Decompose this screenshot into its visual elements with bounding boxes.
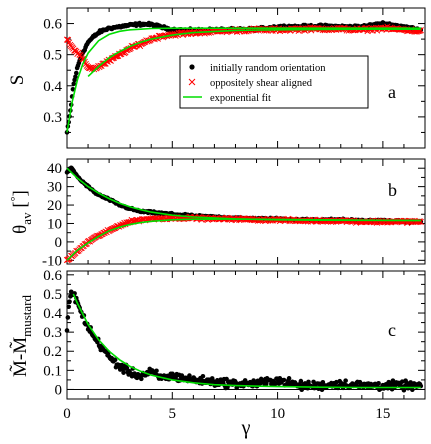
data-point-initially-random-orientation xyxy=(286,376,292,381)
data-point-initially-random-orientation xyxy=(154,368,159,374)
series-line-exponential-fit xyxy=(66,167,421,222)
data-point-initially-random-orientation xyxy=(410,387,415,393)
y-tick-label: 0.1 xyxy=(43,363,62,379)
y-tick-label: -10 xyxy=(42,253,62,269)
data-point-initially-random-orientation xyxy=(376,380,381,386)
legend-label: initially random orientation xyxy=(210,63,326,74)
data-point-initially-random-orientation xyxy=(263,381,269,387)
y-tick-label: 40 xyxy=(47,161,62,177)
y-tick-label: 0.4 xyxy=(43,306,62,322)
series-line-exponential-fit xyxy=(72,293,421,389)
y-axis-label: M̃-M̃mustard xyxy=(8,295,34,378)
data-point-initially-random-orientation xyxy=(73,74,78,80)
panel-a: 0.3 0.4 0.5 0.6 a initially random orientatio… xyxy=(7,7,426,149)
data-point-initially-random-orientation xyxy=(70,86,76,92)
legend-marker-initially-random-orientation xyxy=(189,64,195,70)
data-point-initially-random-orientation xyxy=(179,373,185,378)
y-tick-label: 0.3 xyxy=(43,325,62,341)
legend-marker-oppositely-shear-aligned xyxy=(188,78,196,86)
data-point-initially-random-orientation xyxy=(390,378,396,383)
panel-letter: c xyxy=(388,320,396,340)
x-axis-label: γ xyxy=(241,417,251,439)
y-tick-label: 0.5 xyxy=(43,287,62,303)
x-tick-label: 15 xyxy=(375,406,390,422)
data-point-initially-random-orientation xyxy=(401,387,407,393)
data-point-initially-random-orientation xyxy=(281,377,287,383)
y-tick-label: 20 xyxy=(47,198,62,214)
legend-label: oppositely shear aligned xyxy=(210,78,313,89)
y-tick-label: 0.2 xyxy=(43,344,62,360)
y-tick-label: 0.3 xyxy=(43,110,62,126)
data-point-initially-random-orientation xyxy=(112,357,118,363)
data-point-initially-random-orientation xyxy=(139,376,144,382)
x-tick-label: 0 xyxy=(63,406,71,422)
panel-b: -10 0 10 20 30 40 b θav [°] xyxy=(8,158,426,269)
y-tick-label: 0 xyxy=(55,235,63,251)
y-tick-label: 0 xyxy=(55,382,63,398)
data-point-initially-random-orientation xyxy=(66,304,71,310)
data-point-initially-random-orientation xyxy=(187,373,192,378)
series-line-exponential-fit xyxy=(66,27,421,133)
data-point-initially-random-orientation xyxy=(71,81,77,87)
data-point-initially-random-orientation xyxy=(64,328,70,333)
data-point-initially-random-orientation xyxy=(73,70,79,76)
data-point-oppositely-shear-aligned xyxy=(63,36,71,43)
y-tick-label: 10 xyxy=(47,216,62,232)
y-tick-label: 0.4 xyxy=(43,79,62,95)
y-axis-label: S xyxy=(7,75,28,86)
y-tick-label: 0.6 xyxy=(43,17,62,33)
plot-frame xyxy=(66,158,426,265)
y-tick-label: 30 xyxy=(47,180,62,196)
plot-frame xyxy=(66,270,426,400)
legend-label: exponential fit xyxy=(210,93,271,104)
panel-letter: b xyxy=(388,180,397,200)
y-tick-label: 0.5 xyxy=(43,48,62,64)
legend-box xyxy=(179,55,369,109)
series-line-exponential-fit xyxy=(87,28,421,77)
plot-frame xyxy=(66,7,426,149)
data-point-initially-random-orientation xyxy=(298,378,304,384)
panel-letter: a xyxy=(388,82,396,102)
data-point-initially-random-orientation xyxy=(65,315,71,320)
data-point-initially-random-orientation xyxy=(200,373,206,379)
series-line-exponential-fit xyxy=(66,218,421,261)
data-point-initially-random-orientation xyxy=(121,370,126,375)
y-tick-label: 0.6 xyxy=(43,268,62,284)
data-point-initially-random-orientation xyxy=(67,299,72,304)
data-point-initially-random-orientation xyxy=(124,365,130,371)
data-point-initially-random-orientation xyxy=(343,378,348,383)
panel-c: 0 0.1 0.2 0.3 0.4 0.5 0.6 0 5 10 15 c M̃-M̃mustard γ xyxy=(8,268,426,439)
x-tick-label: 5 xyxy=(169,406,177,422)
x-tick-label: 10 xyxy=(270,406,285,422)
y-axis-label: θav [°] xyxy=(8,190,34,234)
